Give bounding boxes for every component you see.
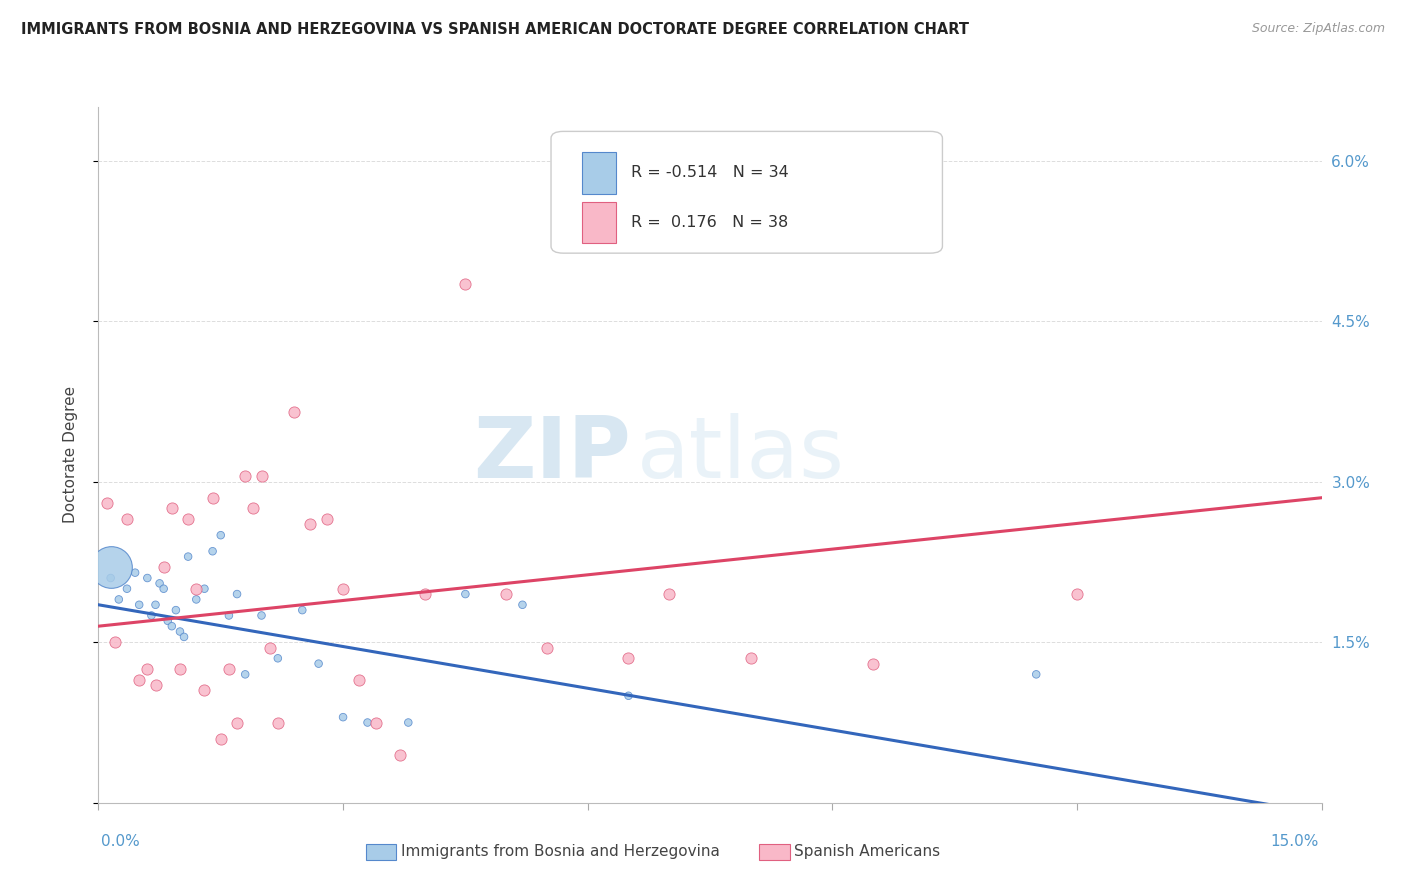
Point	[267, 651, 290, 665]
Point	[617, 689, 640, 703]
Point	[115, 582, 138, 596]
Point	[332, 582, 354, 596]
Point	[536, 640, 558, 655]
Y-axis label: Doctorate Degree: Doctorate Degree	[63, 386, 77, 524]
FancyBboxPatch shape	[551, 131, 942, 253]
Point	[193, 683, 215, 698]
Point	[169, 662, 191, 676]
Point	[699, 143, 721, 157]
Point	[1025, 667, 1047, 681]
Point	[160, 619, 183, 633]
Point	[291, 603, 314, 617]
Point	[299, 517, 322, 532]
Text: 15.0%: 15.0%	[1271, 834, 1319, 849]
Point	[356, 715, 378, 730]
Text: R =  0.176   N = 38: R = 0.176 N = 38	[630, 215, 787, 230]
Point	[100, 560, 122, 574]
Point	[152, 560, 174, 574]
Point	[226, 587, 249, 601]
Point	[128, 673, 150, 687]
Point	[658, 587, 681, 601]
Point	[454, 277, 477, 291]
Bar	[582, 152, 616, 194]
Point	[218, 608, 240, 623]
Point	[136, 662, 159, 676]
Text: Spanish Americans: Spanish Americans	[794, 845, 941, 859]
Point	[315, 512, 337, 526]
Point	[259, 640, 281, 655]
Text: atlas: atlas	[637, 413, 845, 497]
Point	[115, 512, 138, 526]
Point	[100, 571, 122, 585]
Text: 0.0%: 0.0%	[101, 834, 141, 849]
Point	[152, 582, 174, 596]
Point	[177, 549, 200, 564]
Point	[177, 512, 200, 526]
Text: IMMIGRANTS FROM BOSNIA AND HERZEGOVINA VS SPANISH AMERICAN DOCTORATE DEGREE CORR: IMMIGRANTS FROM BOSNIA AND HERZEGOVINA V…	[21, 22, 969, 37]
Point	[283, 405, 305, 419]
Point	[186, 592, 208, 607]
Point	[145, 678, 167, 692]
Point	[389, 747, 412, 762]
Bar	[582, 202, 616, 244]
Point	[250, 608, 273, 623]
Point	[96, 496, 118, 510]
Point	[250, 469, 273, 483]
Point	[104, 635, 127, 649]
Point	[233, 667, 256, 681]
Point	[136, 571, 159, 585]
Point	[218, 662, 240, 676]
Point	[512, 598, 534, 612]
Point	[173, 630, 195, 644]
Point	[413, 587, 436, 601]
Point	[160, 501, 183, 516]
Point	[124, 566, 146, 580]
Point	[209, 528, 232, 542]
Point	[156, 614, 179, 628]
Point	[454, 587, 477, 601]
Point	[617, 651, 640, 665]
Point	[201, 491, 224, 505]
Point	[349, 673, 371, 687]
Point	[186, 582, 208, 596]
Point	[141, 608, 163, 623]
Point	[201, 544, 224, 558]
Text: Source: ZipAtlas.com: Source: ZipAtlas.com	[1251, 22, 1385, 36]
Point	[267, 715, 290, 730]
Point	[209, 731, 232, 746]
Point	[396, 715, 419, 730]
Point	[233, 469, 256, 483]
Point	[1066, 587, 1088, 601]
Point	[169, 624, 191, 639]
Point	[242, 501, 264, 516]
Point	[165, 603, 187, 617]
Point	[364, 715, 387, 730]
Text: Immigrants from Bosnia and Herzegovina: Immigrants from Bosnia and Herzegovina	[401, 845, 720, 859]
Point	[149, 576, 172, 591]
Point	[193, 582, 215, 596]
Text: R = -0.514   N = 34: R = -0.514 N = 34	[630, 165, 789, 180]
Point	[332, 710, 354, 724]
Point	[145, 598, 167, 612]
Point	[108, 592, 131, 607]
Point	[128, 598, 150, 612]
Text: ZIP: ZIP	[472, 413, 630, 497]
Point	[862, 657, 884, 671]
Point	[495, 587, 517, 601]
Point	[308, 657, 330, 671]
Point	[226, 715, 249, 730]
Point	[740, 651, 762, 665]
